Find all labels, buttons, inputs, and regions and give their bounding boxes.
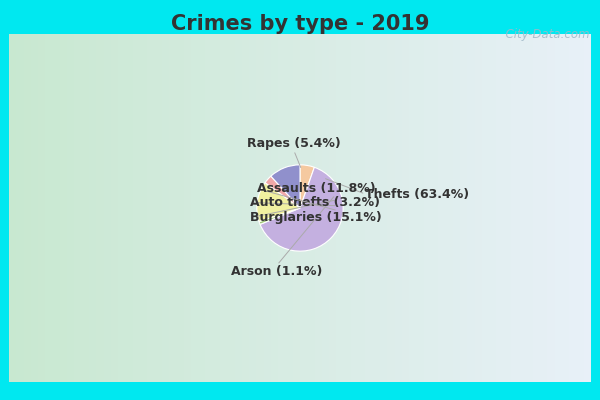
Bar bbox=[307, 34, 314, 382]
Bar bbox=[540, 34, 547, 382]
Bar bbox=[445, 34, 453, 382]
Bar bbox=[300, 34, 307, 382]
Bar bbox=[205, 34, 212, 382]
Wedge shape bbox=[260, 167, 343, 251]
Bar bbox=[511, 34, 518, 382]
Bar bbox=[256, 34, 263, 382]
Text: City-Data.com: City-Data.com bbox=[498, 28, 590, 41]
Bar bbox=[453, 34, 460, 382]
Bar bbox=[60, 34, 67, 382]
Text: Crimes by type - 2019: Crimes by type - 2019 bbox=[171, 14, 429, 34]
Wedge shape bbox=[300, 165, 314, 208]
Bar bbox=[46, 34, 53, 382]
Wedge shape bbox=[259, 208, 300, 224]
Bar bbox=[169, 34, 176, 382]
Bar bbox=[140, 34, 147, 382]
Bar bbox=[82, 34, 89, 382]
Bar bbox=[286, 34, 293, 382]
Text: Assaults (11.8%): Assaults (11.8%) bbox=[257, 182, 376, 195]
Text: Auto thefts (3.2%): Auto thefts (3.2%) bbox=[250, 196, 380, 209]
Bar bbox=[489, 34, 496, 382]
Bar bbox=[526, 34, 533, 382]
Bar bbox=[460, 34, 467, 382]
Bar bbox=[438, 34, 445, 382]
Bar bbox=[184, 34, 191, 382]
Bar bbox=[53, 34, 60, 382]
Bar bbox=[155, 34, 162, 382]
Bar bbox=[212, 34, 220, 382]
Bar bbox=[235, 34, 242, 382]
Bar bbox=[475, 34, 482, 382]
Bar bbox=[263, 34, 271, 382]
Bar bbox=[504, 34, 511, 382]
Bar bbox=[162, 34, 169, 382]
Bar bbox=[482, 34, 489, 382]
Bar bbox=[125, 34, 133, 382]
Bar bbox=[16, 34, 23, 382]
Bar bbox=[584, 34, 591, 382]
Bar bbox=[176, 34, 184, 382]
Wedge shape bbox=[271, 165, 300, 208]
Wedge shape bbox=[257, 183, 300, 222]
Bar bbox=[198, 34, 205, 382]
Bar bbox=[496, 34, 504, 382]
Bar bbox=[89, 34, 96, 382]
Bar bbox=[337, 34, 344, 382]
Bar bbox=[424, 34, 431, 382]
Bar bbox=[409, 34, 416, 382]
Bar bbox=[118, 34, 125, 382]
Bar bbox=[104, 34, 111, 382]
Bar bbox=[227, 34, 235, 382]
Bar bbox=[344, 34, 351, 382]
Bar bbox=[147, 34, 155, 382]
Bar bbox=[388, 34, 395, 382]
Bar bbox=[191, 34, 198, 382]
Bar bbox=[31, 34, 38, 382]
Text: Arson (1.1%): Arson (1.1%) bbox=[232, 265, 323, 278]
Bar bbox=[293, 34, 300, 382]
Text: Rapes (5.4%): Rapes (5.4%) bbox=[247, 137, 341, 150]
Bar bbox=[395, 34, 402, 382]
Bar bbox=[569, 34, 577, 382]
Bar bbox=[111, 34, 118, 382]
Bar bbox=[242, 34, 249, 382]
Bar bbox=[380, 34, 388, 382]
Bar bbox=[416, 34, 424, 382]
Bar bbox=[554, 34, 562, 382]
Text: Thefts (63.4%): Thefts (63.4%) bbox=[365, 188, 470, 200]
Bar bbox=[547, 34, 554, 382]
Bar bbox=[329, 34, 337, 382]
Bar bbox=[431, 34, 438, 382]
Bar bbox=[96, 34, 104, 382]
Bar bbox=[278, 34, 286, 382]
Bar bbox=[74, 34, 82, 382]
Bar bbox=[271, 34, 278, 382]
Bar bbox=[358, 34, 365, 382]
Bar bbox=[133, 34, 140, 382]
Bar bbox=[533, 34, 540, 382]
Bar bbox=[467, 34, 475, 382]
Bar bbox=[67, 34, 74, 382]
Bar bbox=[322, 34, 329, 382]
Bar bbox=[314, 34, 322, 382]
Bar bbox=[220, 34, 227, 382]
Bar bbox=[518, 34, 526, 382]
Bar bbox=[351, 34, 358, 382]
Bar bbox=[38, 34, 46, 382]
Wedge shape bbox=[265, 176, 300, 208]
Text: Burglaries (15.1%): Burglaries (15.1%) bbox=[250, 211, 382, 224]
Bar bbox=[249, 34, 256, 382]
Bar bbox=[23, 34, 31, 382]
Bar bbox=[9, 34, 16, 382]
Bar bbox=[365, 34, 373, 382]
Bar bbox=[577, 34, 584, 382]
Bar bbox=[373, 34, 380, 382]
Bar bbox=[402, 34, 409, 382]
Bar bbox=[562, 34, 569, 382]
